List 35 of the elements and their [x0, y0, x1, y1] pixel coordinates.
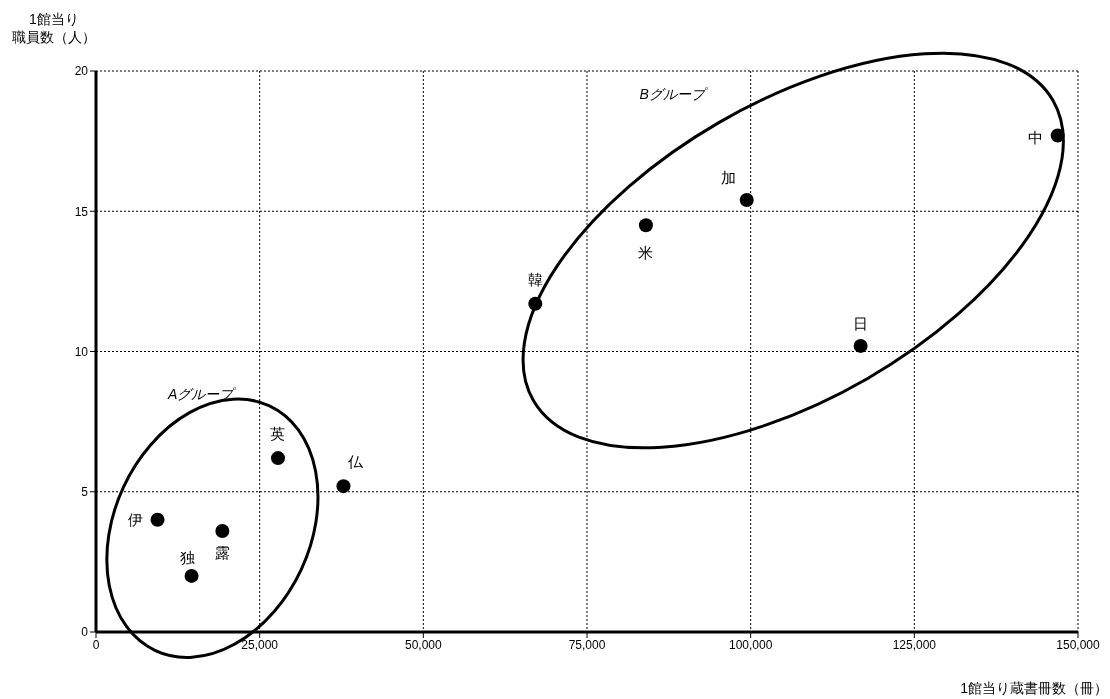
y-tick-label: 20 — [74, 64, 89, 79]
y-tick-label: 5 — [81, 485, 89, 500]
x-tick-label: 0 — [92, 637, 100, 652]
series-label: 加 — [721, 169, 737, 187]
x-tick-label: 50,000 — [404, 637, 443, 652]
series-label: 仏 — [346, 453, 364, 471]
point — [853, 338, 868, 353]
point — [271, 451, 285, 466]
x-axis-title: 1館当り蔵書冊数（冊） — [960, 680, 1108, 698]
series-label: 伊 — [128, 510, 144, 528]
point — [638, 218, 653, 233]
series-label: 日 — [853, 314, 869, 332]
series-label: 露 — [214, 544, 230, 562]
x-tick-label: 75,000 — [568, 637, 606, 652]
series-label: 中 — [1028, 128, 1044, 146]
point — [1050, 128, 1065, 143]
series-label: 韓 — [527, 270, 543, 288]
y-tick-label: 10 — [74, 344, 89, 359]
y-axis-title: 1館当り職員数（人） — [12, 10, 96, 46]
point — [739, 193, 754, 208]
x-tick-label: 100,000 — [728, 637, 773, 652]
y-tick-label: 0 — [81, 625, 89, 640]
series-label: 米 — [638, 244, 654, 262]
point — [184, 568, 199, 583]
x-tick-label: 150,000 — [1056, 637, 1101, 652]
y-tick-label: 15 — [74, 204, 89, 219]
x-tick-label: 25,000 — [241, 637, 279, 652]
series-label: 独 — [180, 548, 196, 566]
point — [336, 479, 351, 494]
annotation: Bグループ — [639, 86, 709, 103]
point — [215, 524, 230, 539]
point — [528, 296, 543, 311]
x-tick-label: 125,000 — [892, 637, 937, 652]
point — [150, 512, 165, 527]
series-label: 英 — [270, 425, 286, 443]
